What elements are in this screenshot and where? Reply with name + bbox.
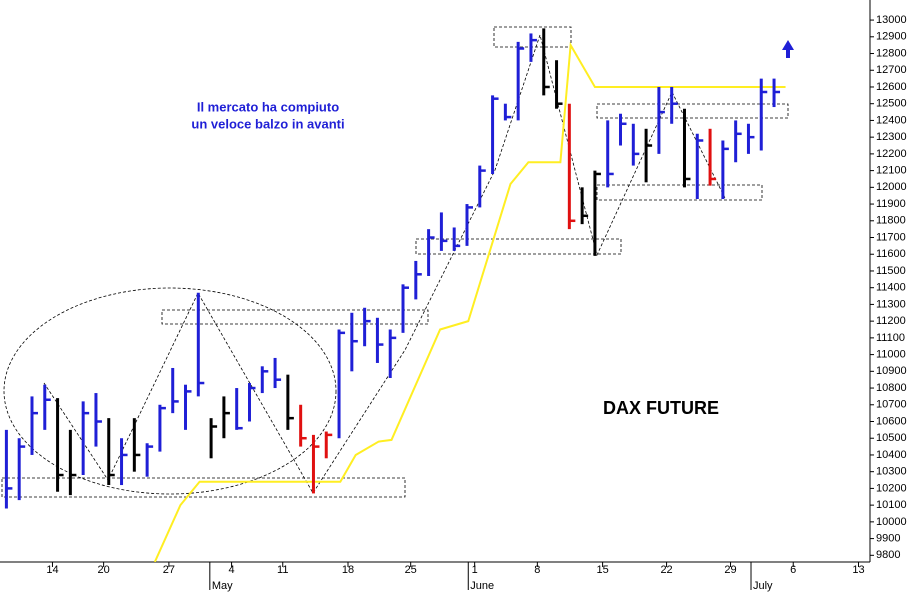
zone-box: [1, 477, 406, 498]
x-tick-label: 20: [98, 564, 110, 576]
y-tick-label: 10000: [876, 516, 907, 528]
y-tick-label: 12400: [876, 114, 907, 126]
y-tick-label: 12300: [876, 131, 907, 143]
x-tick-label: 27: [163, 564, 175, 576]
x-tick-label: 14: [46, 564, 58, 576]
zone-box: [415, 238, 622, 255]
y-tick-label: 12700: [876, 64, 907, 76]
month-label: July: [753, 580, 773, 592]
y-tick-label: 11700: [876, 231, 906, 243]
x-tick-label: 29: [724, 564, 736, 576]
overlay-drawings: [1, 26, 794, 498]
month-label: June: [470, 580, 494, 592]
zone-box: [161, 309, 429, 325]
y-tick-label: 11100: [876, 332, 905, 344]
y-tick-label: 12600: [876, 81, 907, 93]
y-tick-label: 10600: [876, 415, 907, 427]
y-tick-label: 11800: [876, 215, 906, 227]
y-tick-label: 10500: [876, 432, 907, 444]
y-tick-label: 10100: [876, 499, 907, 511]
trend-lines: [43, 33, 726, 494]
zone-box: [596, 184, 763, 201]
y-tick-label: 11500: [876, 265, 906, 277]
y-tick-label: 10700: [876, 399, 907, 411]
y-tick-label: 10900: [876, 365, 907, 377]
y-tick-label: 12500: [876, 98, 907, 110]
y-tick-label: 9800: [876, 549, 900, 561]
y-tick-label: 9900: [876, 532, 900, 544]
stop-line: [153, 41, 786, 562]
ellipse: [3, 287, 337, 495]
zone-box: [493, 26, 572, 48]
x-tick-label: 13: [852, 564, 864, 576]
y-tick-label: 10400: [876, 449, 907, 461]
up-arrow: [782, 40, 794, 58]
chart-title: DAX FUTURE: [603, 398, 719, 418]
y-tick-label: 12900: [876, 31, 907, 43]
y-tick-label: 12000: [876, 181, 907, 193]
y-tick-label: 12100: [876, 165, 907, 177]
x-tick-label: 22: [660, 564, 672, 576]
zone-box: [596, 103, 789, 119]
y-tick-label: 10800: [876, 382, 907, 394]
x-tick-label: 8: [534, 564, 540, 576]
annotation: un veloce balzo in avanti: [191, 116, 344, 131]
x-tick-label: 18: [342, 564, 354, 576]
y-tick-label: 11600: [876, 248, 906, 260]
y-tick-label: 11000: [876, 349, 906, 361]
y-tick-label: 11400: [876, 282, 906, 294]
x-tick-label: 1: [472, 564, 478, 576]
x-tick-label: 4: [229, 564, 235, 576]
x-tick-label: 15: [596, 564, 608, 576]
y-tick-label: 11200: [876, 315, 906, 327]
y-tick-label: 13000: [876, 14, 907, 26]
y-tick-label: 10300: [876, 466, 907, 478]
month-label: May: [212, 580, 233, 592]
annotation: Il mercato ha compiuto: [197, 99, 339, 114]
y-tick-label: 11300: [876, 298, 906, 310]
y-tick-label: 10200: [876, 482, 907, 494]
x-tick-label: 11: [277, 564, 288, 576]
y-tick-label: 11900: [876, 198, 906, 210]
y-tick-label: 12800: [876, 47, 907, 59]
x-tick-label: 25: [405, 564, 417, 576]
x-tick-label: 6: [790, 564, 796, 576]
y-tick-label: 12200: [876, 148, 907, 160]
